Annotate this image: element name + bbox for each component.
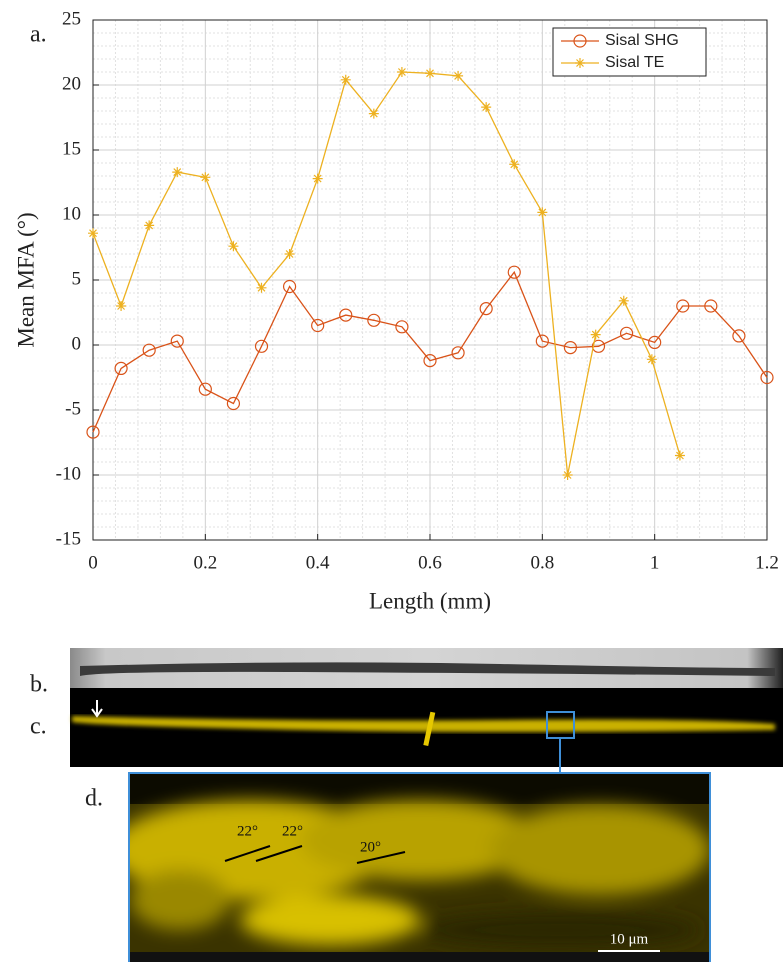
angle-line [224,845,271,862]
marker [86,425,100,439]
marker [509,159,520,170]
panel-label: c. [30,714,47,740]
fiber [80,662,775,676]
marker [573,34,587,48]
annotation: 22° [237,823,258,839]
marker [732,329,746,343]
angle-line [356,851,406,864]
marker [282,279,297,294]
marker [479,302,493,316]
marker [116,301,127,311]
x-tick-label: 0.8 [530,552,554,573]
panel-label: a. [30,22,47,48]
y-axis-title: Mean MFA (°) [13,212,38,347]
y-tick-label: 5 [72,268,82,289]
x-tick-label: 0 [88,552,98,573]
marker [256,282,267,293]
marker [311,318,325,333]
annotation: 20° [360,839,381,855]
marker [114,361,128,375]
marker [144,220,155,231]
marker [254,339,269,353]
marker [339,308,353,322]
angle-line [255,845,303,862]
marker [226,396,241,411]
plot-frame [92,19,768,541]
marker [562,470,573,480]
marker [648,335,662,349]
marker [676,299,690,313]
y-tick-label: 15 [62,138,81,159]
marker [760,370,774,385]
panel-label: b. [30,672,48,698]
marker [170,334,184,348]
x-tick-label: 0.4 [306,552,330,573]
y-tick-label: -5 [65,398,81,419]
marker [591,339,606,353]
annotation: 22° [282,823,303,839]
y-tick-label: 20 [62,73,81,94]
series-line [92,71,681,476]
marker [507,265,521,279]
marker [396,67,407,77]
scale-bar-label: 10 μm [610,931,649,947]
marker [535,334,549,348]
x-tick-label: 0.2 [193,552,217,573]
legend-label: Sisal SHG [605,32,679,49]
arrow [91,700,103,718]
marker [453,70,464,81]
fiber [72,716,775,732]
marker [537,207,548,218]
marker [704,299,718,313]
marker [481,102,492,113]
panel-label: d. [85,786,103,812]
marker [340,74,351,85]
x-tick-label: 0.6 [418,552,442,573]
marker [618,295,629,306]
marker [312,173,323,184]
x-axis-title: Length (mm) [369,588,491,613]
legend-label: Sisal TE [605,54,664,71]
marker [198,382,212,396]
marker [563,341,578,355]
y-tick-label: 25 [62,8,81,29]
zoom-frame [128,772,711,962]
fiber-branch [423,711,436,747]
marker [367,313,381,327]
marker [200,172,211,183]
marker [395,320,409,334]
marker [423,354,437,368]
x-tick-label: 1.2 [755,552,779,573]
marker [368,108,379,119]
marker [284,249,295,259]
marker [228,241,239,252]
series-line [92,270,768,433]
marker [88,228,98,239]
marker [451,346,465,360]
chart: -15 -10 -5 0 5 10 15 20 25 0 0.2 0.4 0.6 0.8 1 1.2 Lengt… [13,8,779,613]
legend [552,27,707,77]
marker [590,329,601,340]
y-tick-label: -10 [56,463,81,484]
y-tick-label: 0 [72,333,82,354]
marker [646,354,657,365]
marker [142,343,156,357]
marker [674,450,685,461]
marker [172,167,183,178]
marker [425,68,435,79]
x-tick-label: 1 [650,552,660,573]
y-tick-label: 10 [62,203,81,224]
marker [619,326,634,340]
y-tick-label: -15 [56,528,81,549]
marker [575,58,585,68]
